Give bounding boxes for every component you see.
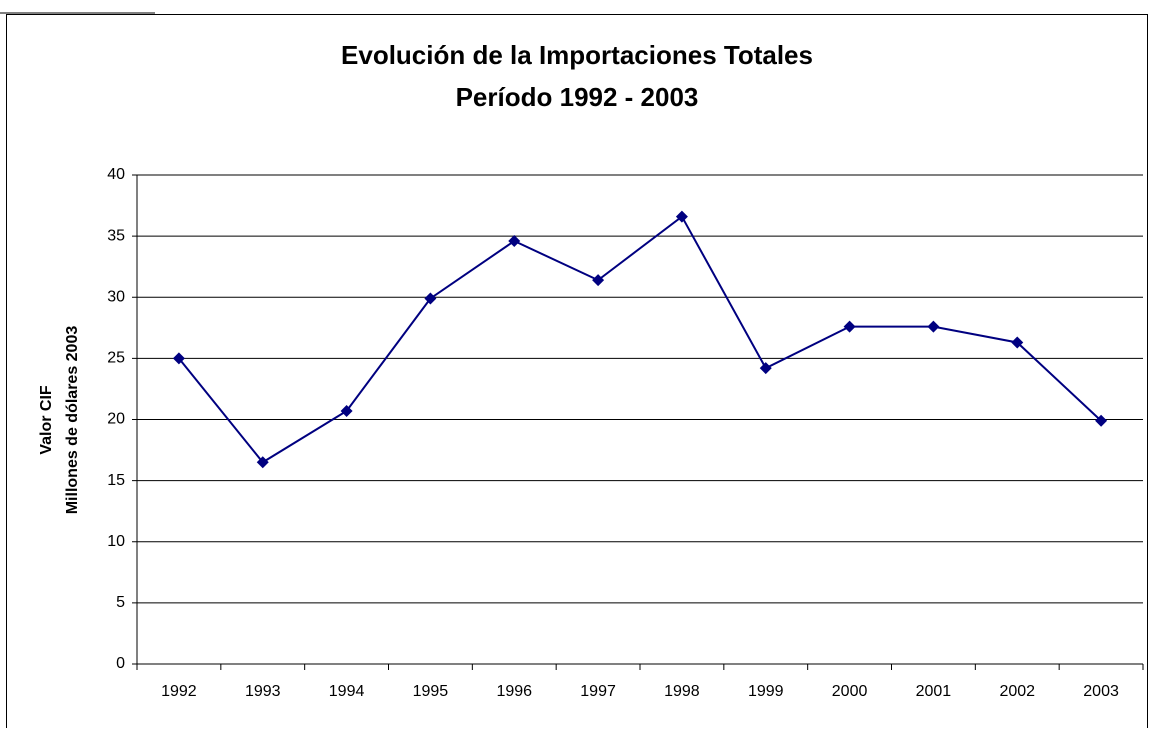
data-point [508, 235, 521, 248]
y-tick-label: 20 [107, 411, 125, 428]
y-axis-title: Millones de dólares 2003 [64, 326, 81, 515]
data-point [843, 320, 856, 333]
y-tick-label: 10 [107, 533, 125, 550]
x-tick-label: 1992 [161, 683, 197, 700]
data-point [1095, 414, 1108, 427]
x-tick-label: 1997 [580, 683, 616, 700]
x-tick-label: 1998 [664, 683, 700, 700]
x-tick-label: 1993 [245, 683, 281, 700]
y-tick-label: 30 [107, 288, 125, 305]
data-point [340, 404, 353, 417]
data-point [424, 292, 437, 305]
x-tick-label: 1995 [413, 683, 449, 700]
x-tick-label: 1999 [748, 683, 784, 700]
x-tick-label: 2000 [832, 683, 868, 700]
y-tick-label: 5 [116, 594, 125, 611]
y-tick-label: 25 [107, 350, 125, 367]
data-point [1011, 336, 1024, 349]
y-tick-label: 40 [107, 166, 125, 183]
x-tick-label: 2001 [916, 683, 952, 700]
data-point [592, 274, 605, 287]
chart-frame [6, 14, 1148, 733]
chart-title: Evolución de la Importaciones Totales [341, 40, 813, 70]
series-line [178, 215, 1102, 464]
data-point [256, 456, 269, 469]
data-point [675, 210, 688, 223]
data-point [172, 352, 185, 365]
x-tick-label: 2003 [1083, 683, 1119, 700]
y-tick-label: 35 [107, 227, 125, 244]
y-tick-label: 15 [107, 472, 125, 489]
y-axis-title: Valor CIF [38, 385, 55, 455]
x-tick-label: 1994 [329, 683, 365, 700]
data-point [759, 362, 772, 375]
x-tick-label: 2002 [999, 683, 1035, 700]
x-tick-label: 1996 [496, 683, 532, 700]
y-tick-label: 0 [116, 655, 125, 672]
data-point [927, 320, 940, 333]
chart-subtitle: Período 1992 - 2003 [456, 82, 699, 112]
